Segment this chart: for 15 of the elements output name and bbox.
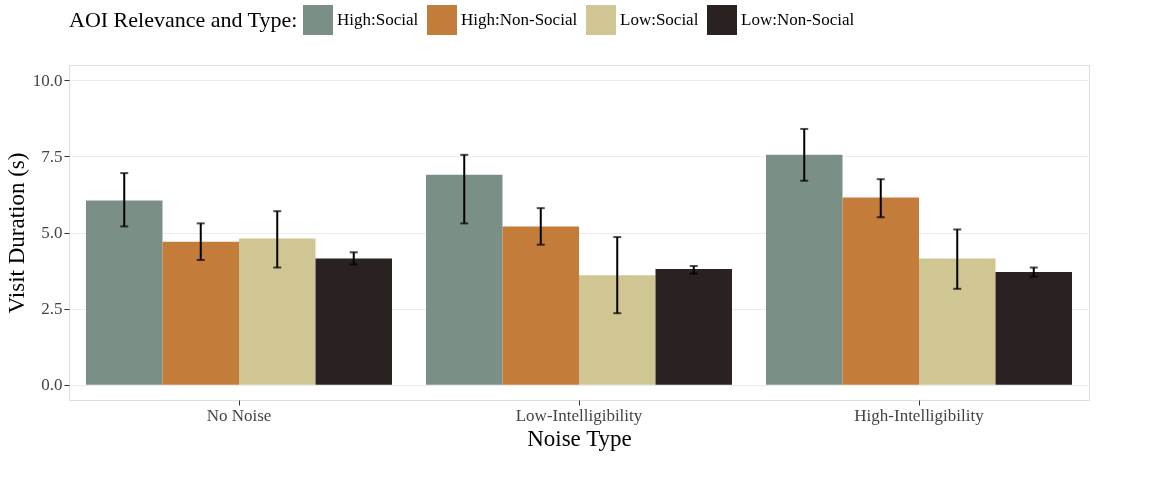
legend-label: High:Non-Social bbox=[461, 10, 578, 29]
y-axis-title: Visit Duration (s) bbox=[3, 152, 29, 314]
y-tick-label: 10.0 bbox=[32, 70, 63, 90]
y-tick-label: 2.5 bbox=[41, 299, 63, 319]
x-tick-label: No Noise bbox=[206, 405, 272, 425]
y-tick-label: 0.0 bbox=[41, 375, 63, 395]
y-tick-label: 7.5 bbox=[41, 146, 63, 166]
legend-label: High:Social bbox=[337, 10, 419, 29]
legend-label: Low:Non-Social bbox=[741, 10, 855, 29]
legend-label: Low:Social bbox=[620, 10, 699, 29]
x-axis-title: Noise Type bbox=[527, 425, 632, 451]
x-tick-label: Low-Intelligibility bbox=[515, 405, 643, 425]
legend-title: AOI Relevance and Type: bbox=[69, 7, 298, 32]
x-tick-label: High-Intelligibility bbox=[854, 405, 985, 425]
y-tick-label: 5.0 bbox=[41, 223, 63, 242]
